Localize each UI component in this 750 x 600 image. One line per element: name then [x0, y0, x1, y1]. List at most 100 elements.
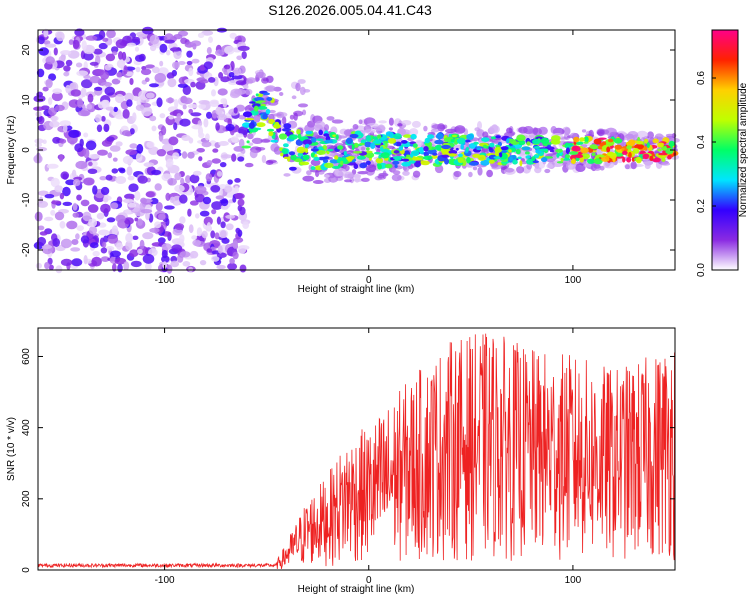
- band-halo-blob: [361, 177, 370, 182]
- band-halo-blob: [391, 174, 402, 182]
- band-core-blob: [315, 138, 324, 141]
- noise-blob: [114, 257, 127, 265]
- band-halo-blob: [453, 170, 462, 178]
- noise-blob: [165, 218, 170, 226]
- band-halo-blob: [616, 158, 624, 164]
- band-halo-blob: [352, 124, 359, 130]
- noise-blob: [50, 115, 59, 122]
- band-core-blob: [567, 143, 573, 146]
- band-halo-blob: [249, 149, 258, 159]
- band-core-blob: [538, 148, 549, 152]
- noise-blob: [206, 47, 212, 55]
- band-core-blob: [565, 147, 571, 154]
- band-halo-blob: [344, 171, 354, 179]
- noise-blob: [104, 64, 112, 71]
- snr-x-tick-label: -100: [155, 575, 175, 586]
- noise-blob: [193, 170, 202, 176]
- band-core-blob: [349, 133, 359, 139]
- noise-blob: [124, 209, 132, 215]
- noise-blob: [173, 49, 182, 60]
- band-core-blob: [434, 144, 442, 151]
- band-halo-blob: [281, 116, 287, 125]
- noise-blob: [36, 153, 42, 163]
- band-core-blob: [288, 134, 298, 140]
- band-core-blob: [246, 140, 250, 144]
- noise-blob: [223, 64, 231, 70]
- noise-blob: [206, 111, 212, 119]
- noise-blob: [35, 111, 42, 118]
- band-core-blob: [242, 111, 253, 118]
- noise-blob: [60, 258, 73, 266]
- band-core-blob: [335, 134, 339, 140]
- band-halo-blob: [313, 131, 318, 139]
- snr-y-tick-label: 600: [21, 348, 32, 365]
- noise-blob: [202, 196, 212, 205]
- band-core-blob: [561, 158, 571, 161]
- band-core-blob: [500, 146, 509, 151]
- noise-blob: [190, 81, 196, 88]
- noise-blob: [44, 216, 54, 222]
- band-core-blob: [412, 143, 418, 148]
- colorbar: 0.0 0.2 0.4 0.6 Normalized spectral amplitu…: [696, 29, 749, 277]
- noise-blob: [182, 104, 187, 110]
- noise-blob: [210, 230, 216, 239]
- noise-blob: [115, 214, 126, 223]
- noise-blob: [115, 114, 125, 120]
- band-halo-blob: [553, 163, 563, 167]
- band-core-blob: [464, 139, 471, 143]
- band-halo-blob: [409, 128, 419, 136]
- band-core-blob: [635, 157, 642, 164]
- band-core-blob: [602, 141, 607, 146]
- noise-blob: [137, 248, 143, 254]
- noise-blob: [198, 132, 205, 139]
- band-halo-blob: [297, 79, 306, 84]
- noise-blob: [137, 218, 143, 226]
- noise-blob: [38, 47, 49, 56]
- noise-blob: [196, 148, 205, 153]
- band-core-blob: [549, 149, 555, 153]
- noise-blob: [88, 154, 101, 159]
- noise-blob: [116, 59, 126, 69]
- band-core-blob: [495, 135, 501, 139]
- noise-blob: [215, 122, 220, 131]
- noise-blob: [218, 141, 229, 146]
- band-core-blob: [668, 140, 675, 147]
- noise-blob: [232, 251, 239, 260]
- band-core-blob: [359, 162, 368, 169]
- noise-blob: [173, 122, 178, 131]
- noise-blob: [145, 262, 152, 271]
- band-core-blob: [477, 154, 486, 161]
- noise-blob: [98, 229, 110, 236]
- band-halo-blob: [248, 142, 254, 146]
- band-halo-blob: [303, 89, 311, 93]
- noise-blob: [39, 231, 48, 236]
- band-core-blob: [393, 150, 400, 154]
- band-core-blob: [268, 118, 275, 125]
- band-core-blob: [244, 118, 255, 121]
- band-core-blob: [665, 147, 674, 155]
- noise-blob: [134, 46, 140, 52]
- band-halo-blob: [412, 170, 421, 178]
- noise-blob: [224, 45, 235, 55]
- noise-blob: [176, 113, 182, 119]
- noise-blob: [212, 148, 219, 153]
- noise-blob: [224, 185, 233, 193]
- noise-blob: [190, 112, 202, 117]
- band-core-blob: [283, 143, 289, 148]
- band-core-blob: [372, 136, 379, 140]
- band-core-blob: [573, 136, 580, 143]
- noise-blob: [123, 261, 130, 271]
- band-core-blob: [241, 145, 252, 149]
- noise-blob: [60, 238, 72, 249]
- band-core-blob: [274, 121, 280, 129]
- band-core-blob: [476, 147, 482, 151]
- band-halo-blob: [544, 168, 551, 174]
- band-core-blob: [401, 158, 410, 162]
- band-halo-blob: [596, 131, 603, 135]
- band-halo-blob: [323, 174, 330, 178]
- band-core-blob: [304, 148, 309, 154]
- noise-blob: [59, 154, 64, 162]
- band-halo-blob: [246, 77, 257, 84]
- band-core-blob: [541, 157, 548, 163]
- noise-blob: [118, 51, 123, 60]
